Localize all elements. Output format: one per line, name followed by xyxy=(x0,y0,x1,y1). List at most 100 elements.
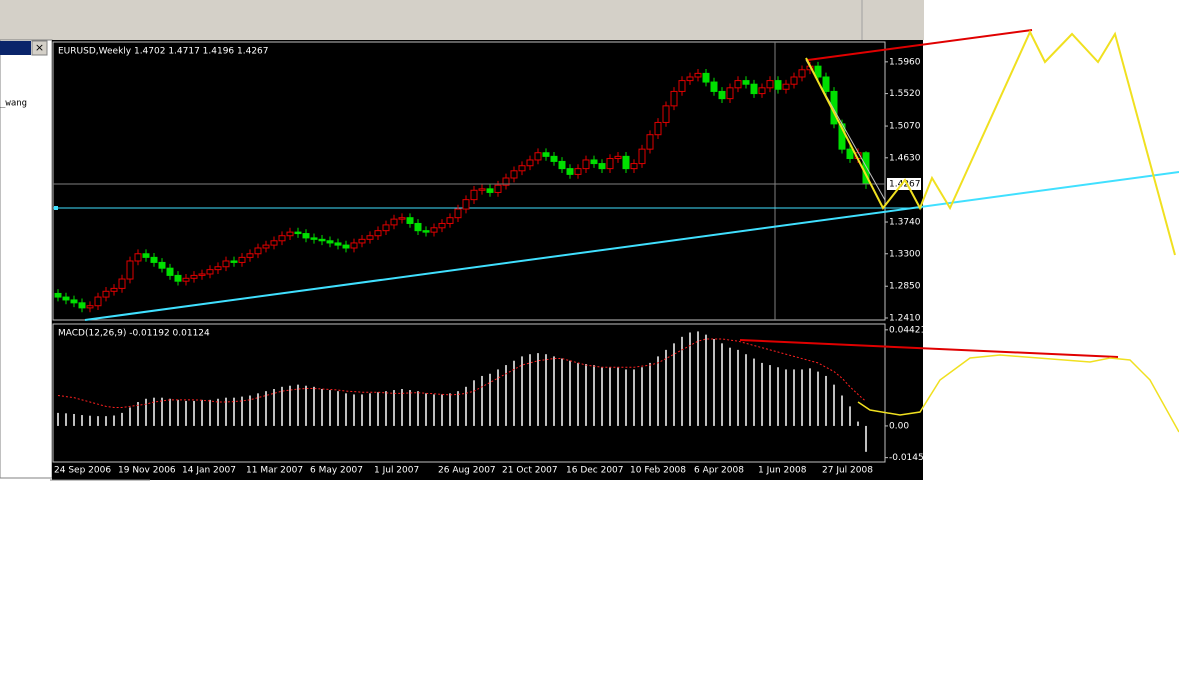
candle-body xyxy=(574,168,582,175)
candle-body xyxy=(782,83,790,90)
candle-body xyxy=(718,90,726,100)
y-tick-label: 1.2850 xyxy=(889,282,921,292)
candle-body xyxy=(206,269,214,275)
current-price-label: 1.4267 xyxy=(889,179,921,189)
x-tick-label: 21 Oct 2007 xyxy=(502,466,558,476)
close-button[interactable] xyxy=(31,40,48,56)
x-tick-label: 26 Aug 2007 xyxy=(438,466,496,476)
candle-body xyxy=(222,260,230,268)
candle-body xyxy=(414,222,422,232)
y-tick-label: 0.04421 xyxy=(889,325,926,335)
x-tick-label: 1 Jul 2007 xyxy=(374,466,419,476)
candle-body xyxy=(358,238,366,244)
candle-body xyxy=(654,121,662,136)
x-tick-label: 1 Jun 2008 xyxy=(758,466,807,476)
candle-body xyxy=(822,76,830,92)
y-tick-label: 1.5070 xyxy=(889,122,921,132)
line-handle xyxy=(54,206,58,210)
candle-body xyxy=(262,244,270,249)
x-tick-label: 16 Dec 2007 xyxy=(566,466,624,476)
candle-body xyxy=(174,274,182,282)
candle-body xyxy=(694,72,702,78)
candle-body xyxy=(558,160,566,170)
candle-body xyxy=(318,238,326,242)
candle-body xyxy=(758,87,766,95)
candle-body xyxy=(550,155,558,162)
y-tick-label: 1.4630 xyxy=(889,153,921,163)
candle-body xyxy=(118,278,126,289)
candle-body xyxy=(630,163,638,170)
candle-body xyxy=(846,148,854,160)
macd-projection xyxy=(857,354,1179,433)
candle-body xyxy=(270,240,278,246)
candle-body xyxy=(774,80,782,90)
resistance-line xyxy=(807,29,1033,61)
x-tick-label: 14 Jan 2007 xyxy=(182,466,236,476)
candle-body xyxy=(470,189,478,201)
candle-body xyxy=(542,152,550,157)
candle-body xyxy=(462,199,470,210)
candle-body xyxy=(406,217,414,224)
candle-body xyxy=(438,222,446,229)
x-tick-label: 6 May 2007 xyxy=(310,466,363,476)
candle-body xyxy=(390,218,398,226)
candle-body xyxy=(70,299,78,304)
candle-body xyxy=(166,267,174,276)
candle-body xyxy=(134,253,142,262)
candle-body xyxy=(398,217,406,220)
y-tick-label: -0.01459 xyxy=(889,453,930,463)
candle-body xyxy=(78,302,86,309)
signal-line xyxy=(57,338,867,408)
candle-body xyxy=(454,208,462,219)
candle-body xyxy=(254,247,262,255)
candle-body xyxy=(62,296,70,301)
candle-body xyxy=(286,231,294,237)
candle-body xyxy=(670,90,678,107)
main-pane-border xyxy=(52,41,886,321)
candle-body xyxy=(478,188,486,191)
candle-body xyxy=(102,290,110,298)
y-tick-label: 1.3300 xyxy=(889,249,921,259)
candle-body xyxy=(422,230,430,233)
toolbar-area xyxy=(0,0,924,40)
candle-body xyxy=(790,76,798,85)
candle-body xyxy=(566,168,574,175)
candle-body xyxy=(702,72,710,83)
candle-body xyxy=(750,83,758,95)
candle-body xyxy=(526,159,534,167)
navigator-titlebar xyxy=(0,41,31,55)
candle-body xyxy=(614,155,622,160)
candle-body xyxy=(502,177,510,186)
macd-pane-border xyxy=(52,323,886,463)
candle-body xyxy=(350,242,358,249)
navigator-item[interactable]: _wang xyxy=(0,99,27,109)
candle-body xyxy=(238,256,246,263)
candle-body xyxy=(494,184,502,193)
current-price-box xyxy=(887,177,921,190)
projection-path xyxy=(805,29,1176,256)
indicator-title: MACD(12,26,9) -0.01192 0.01124 xyxy=(58,329,210,339)
candle-body xyxy=(182,277,190,282)
chart-window xyxy=(52,40,923,480)
x-tick-label: 27 Jul 2008 xyxy=(822,466,873,476)
candle-body xyxy=(646,134,654,150)
candle-body xyxy=(142,253,150,258)
candle-body xyxy=(678,80,686,92)
close-icon[interactable]: × xyxy=(35,41,44,54)
candle-body xyxy=(766,80,774,89)
navigator-panel xyxy=(0,39,53,479)
candle-body xyxy=(158,261,166,269)
x-tick-label: 11 Mar 2007 xyxy=(246,466,303,476)
candle-body xyxy=(54,292,62,298)
y-tick-label: 1.3740 xyxy=(889,218,921,228)
candle-body xyxy=(342,244,350,249)
y-tick-label: 1.5960 xyxy=(889,57,921,67)
candle-body xyxy=(310,237,318,240)
candle-body xyxy=(150,256,158,263)
candle-body xyxy=(294,231,302,235)
candle-body xyxy=(246,253,254,258)
candle-body xyxy=(486,188,494,193)
candle-body xyxy=(726,87,734,100)
